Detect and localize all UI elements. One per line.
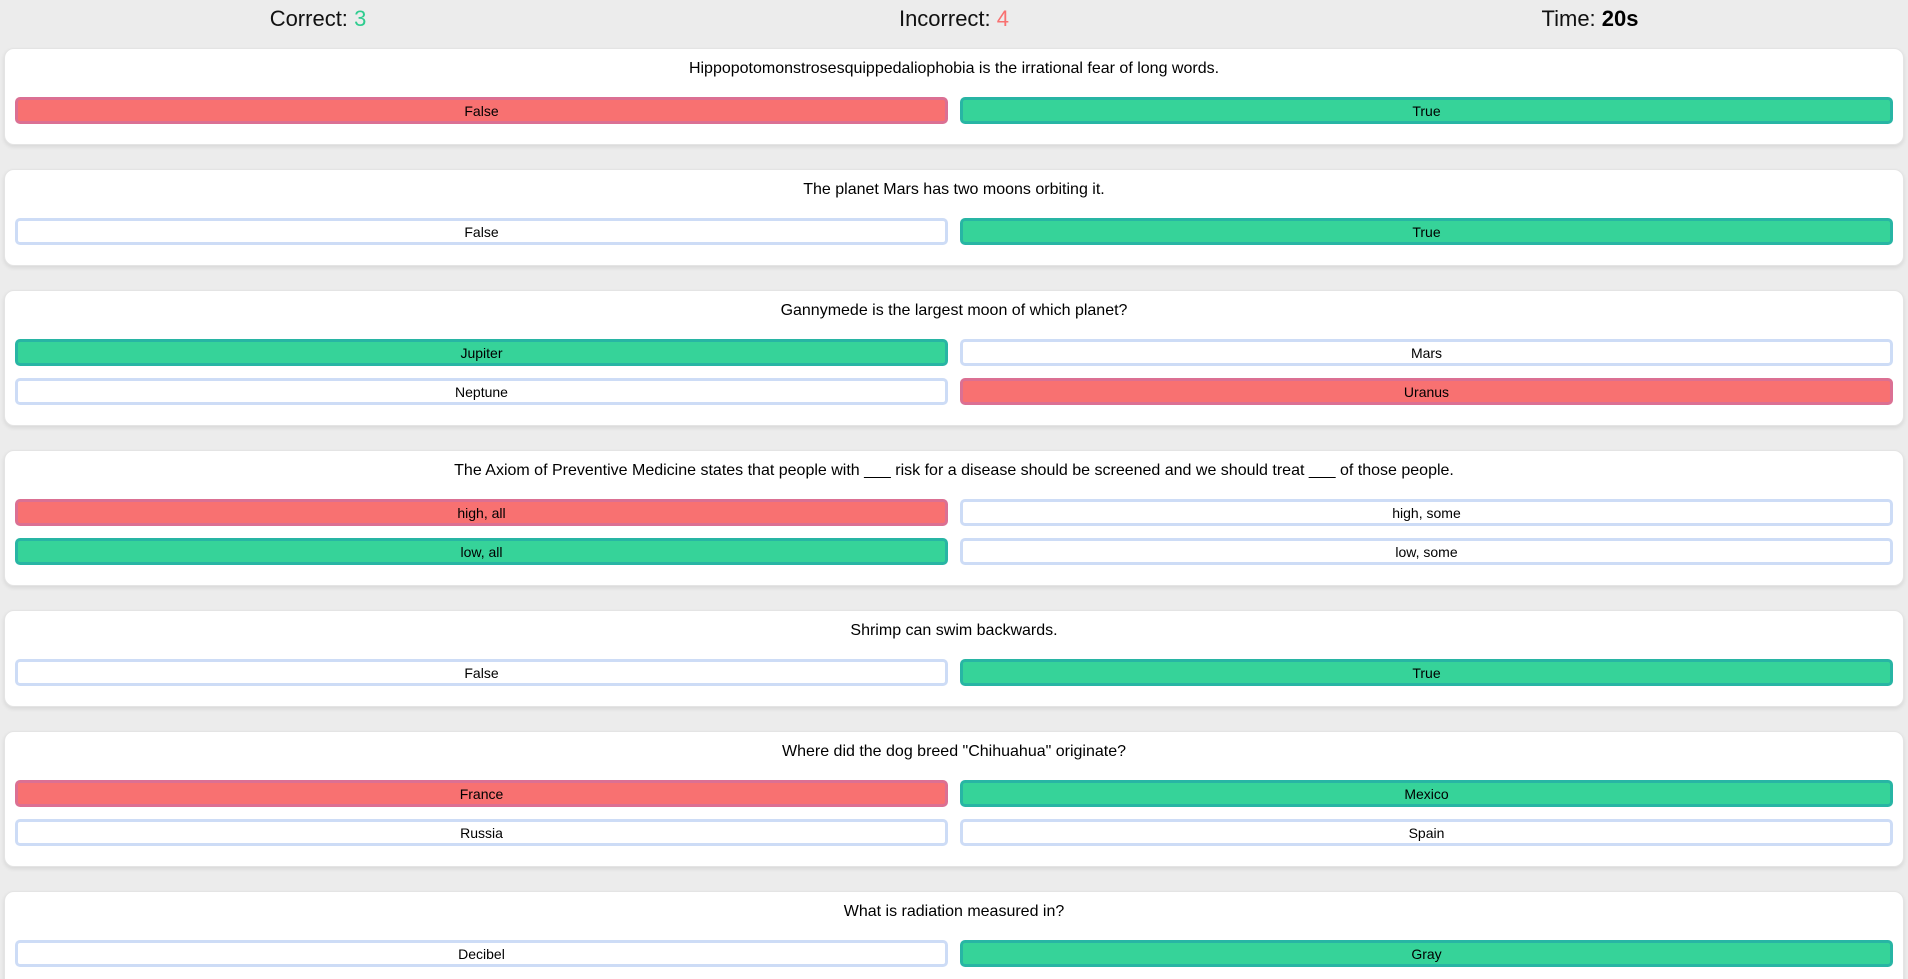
answers-grid: False True [11, 218, 1897, 245]
scoreboard: Correct: 3 Incorrect: 4 Time: 20s [0, 0, 1908, 33]
question-card: Gannymede is the largest moon of which p… [4, 290, 1904, 426]
question-card: Hippopotomonstrosesquippedaliophobia is … [4, 48, 1904, 145]
question-card: Shrimp can swim backwards. False True [4, 610, 1904, 707]
answer-button[interactable]: Jupiter [15, 339, 948, 366]
question-text: Hippopotomonstrosesquippedaliophobia is … [688, 60, 1220, 77]
answer-button[interactable]: True [960, 97, 1893, 124]
time-label: Time: [1541, 6, 1596, 31]
answer-button[interactable]: False [15, 659, 948, 686]
question-text: Shrimp can swim backwards. [850, 622, 1058, 639]
answer-button[interactable]: Uranus [960, 378, 1893, 405]
answer-button[interactable]: France [15, 780, 948, 807]
answers-grid: False True [11, 659, 1897, 686]
incorrect-value: 4 [996, 6, 1010, 31]
answer-button[interactable]: Mexico [960, 780, 1893, 807]
answer-button[interactable]: True [960, 218, 1893, 245]
answers-grid: high, all high, some low, all low, some [11, 499, 1897, 565]
correct-value: 3 [354, 6, 367, 31]
answer-button[interactable]: True [960, 659, 1893, 686]
answer-button[interactable]: high, some [960, 499, 1893, 526]
answers-grid: Decibel Gray [11, 940, 1897, 979]
question-card: The Axiom of Preventive Medicine states … [4, 450, 1904, 586]
answer-button[interactable]: Decibel [15, 940, 948, 967]
question-text: Gannymede is the largest moon of which p… [780, 302, 1128, 319]
answer-button[interactable]: high, all [15, 499, 948, 526]
question-card: Where did the dog breed "Chihuahua" orig… [4, 731, 1904, 867]
incorrect-score: Incorrect: 4 [636, 5, 1272, 33]
question-card-list: Hippopotomonstrosesquippedaliophobia is … [0, 48, 1908, 979]
answers-grid: False True [11, 97, 1897, 124]
answer-button[interactable]: Neptune [15, 378, 948, 405]
question-text: What is radiation measured in? [843, 903, 1065, 920]
answers-grid: Jupiter Mars Neptune Uranus [11, 339, 1897, 405]
time-value: 20s [1601, 6, 1639, 31]
correct-label: Correct: [269, 6, 348, 31]
question-card: The planet Mars has two moons orbiting i… [4, 169, 1904, 266]
answer-button[interactable]: Russia [15, 819, 948, 846]
answer-button[interactable]: Gray [960, 940, 1893, 967]
incorrect-label: Incorrect: [898, 6, 991, 31]
question-text: The Axiom of Preventive Medicine states … [454, 462, 1454, 479]
answer-button[interactable]: Spain [960, 819, 1893, 846]
correct-score: Correct: 3 [0, 5, 636, 33]
answer-button[interactable]: low, some [960, 538, 1893, 565]
answer-button[interactable]: low, all [15, 538, 948, 565]
timer: Time: 20s [1272, 5, 1908, 33]
question-text: The planet Mars has two moons orbiting i… [803, 181, 1105, 198]
answer-button[interactable]: False [15, 97, 948, 124]
answer-button[interactable]: False [15, 218, 948, 245]
answer-button[interactable]: Mars [960, 339, 1893, 366]
question-text: Where did the dog breed "Chihuahua" orig… [781, 743, 1127, 760]
question-card: What is radiation measured in? Decibel Gr… [4, 891, 1904, 979]
answers-grid: France Mexico Russia Spain [11, 780, 1897, 846]
